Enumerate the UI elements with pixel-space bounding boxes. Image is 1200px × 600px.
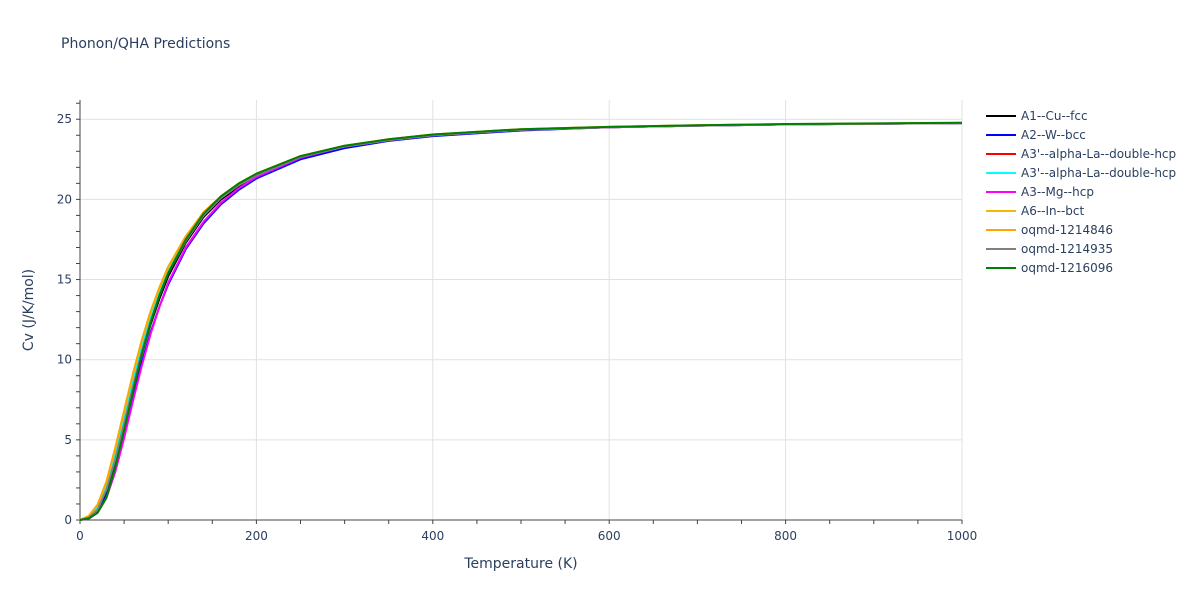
y-tick-label: 10 bbox=[57, 353, 72, 367]
legend-swatch bbox=[986, 152, 1016, 155]
legend-item[interactable]: A2--W--bcc bbox=[986, 125, 1176, 144]
legend-label: A3'--alpha-La--double-hcp bbox=[1021, 165, 1177, 180]
legend-label: oqmd-1214935 bbox=[1021, 241, 1114, 256]
legend-swatch bbox=[986, 114, 1016, 117]
x-tick-label: 400 bbox=[421, 529, 444, 543]
y-tick-label: 15 bbox=[57, 273, 72, 287]
x-tick-label: 800 bbox=[774, 529, 797, 543]
legend: A1--Cu--fcc A2--W--bcc A3'--alpha-La--doub… bbox=[986, 106, 1176, 277]
legend-label: A1--Cu--fcc bbox=[1021, 108, 1088, 123]
x-tick-label: 1000 bbox=[947, 529, 978, 543]
y-tick-label: 5 bbox=[64, 433, 72, 447]
series-line-3 bbox=[79, 122, 963, 521]
legend-item[interactable]: A3'--alpha-La--double-hcp bbox=[986, 163, 1176, 182]
legend-label: A3'--alpha-La--double-hcp bbox=[1021, 146, 1177, 161]
series-line-2 bbox=[79, 122, 963, 521]
legend-label: oqmd-1216096 bbox=[1021, 260, 1114, 275]
x-tick-label: 600 bbox=[598, 529, 621, 543]
legend-swatch bbox=[986, 209, 1016, 212]
legend-item[interactable]: oqmd-1214935 bbox=[986, 239, 1176, 258]
legend-item[interactable]: oqmd-1216096 bbox=[986, 258, 1176, 277]
x-axis-title: Temperature (K) bbox=[463, 556, 577, 572]
series-line-4 bbox=[79, 122, 963, 521]
series-lines bbox=[79, 121, 963, 521]
legend-item[interactable]: A6--In--bct bbox=[986, 201, 1176, 220]
legend-swatch bbox=[986, 133, 1016, 136]
y-tick-label: 20 bbox=[57, 192, 72, 206]
x-tick-label: 0 bbox=[76, 529, 84, 543]
series-line-8 bbox=[79, 121, 963, 521]
y-tick-label: 25 bbox=[57, 112, 72, 126]
series-line-6 bbox=[79, 121, 963, 521]
legend-item[interactable]: A1--Cu--fcc bbox=[986, 106, 1176, 125]
legend-item[interactable]: A3--Mg--hcp bbox=[986, 182, 1176, 201]
legend-label: A3--Mg--hcp bbox=[1021, 184, 1094, 199]
series-line-5 bbox=[79, 121, 963, 521]
tick-labels: 0 200 400 600 800 1000 0 5 10 15 20 25 bbox=[57, 112, 978, 543]
legend-swatch bbox=[986, 190, 1016, 193]
legend-swatch bbox=[986, 266, 1016, 269]
series-line-1 bbox=[79, 122, 963, 521]
y-axis-title: Cv (J/K/mol) bbox=[21, 269, 37, 351]
legend-swatch bbox=[986, 171, 1016, 174]
y-tick-label: 0 bbox=[64, 513, 72, 527]
series-line-7 bbox=[79, 122, 963, 521]
legend-label: oqmd-1214846 bbox=[1021, 222, 1114, 237]
legend-swatch bbox=[986, 247, 1016, 250]
legend-item[interactable]: oqmd-1214846 bbox=[986, 220, 1176, 239]
legend-label: A6--In--bct bbox=[1021, 203, 1085, 218]
chart-title: Phonon/QHA Predictions bbox=[61, 36, 231, 52]
legend-item[interactable]: A3'--alpha-La--double-hcp bbox=[986, 144, 1176, 163]
series-line-0 bbox=[79, 122, 963, 521]
axes bbox=[76, 100, 963, 524]
x-tick-label: 200 bbox=[245, 529, 268, 543]
legend-swatch bbox=[986, 228, 1016, 231]
legend-label: A2--W--bcc bbox=[1021, 127, 1086, 142]
grid-lines bbox=[80, 100, 963, 520]
